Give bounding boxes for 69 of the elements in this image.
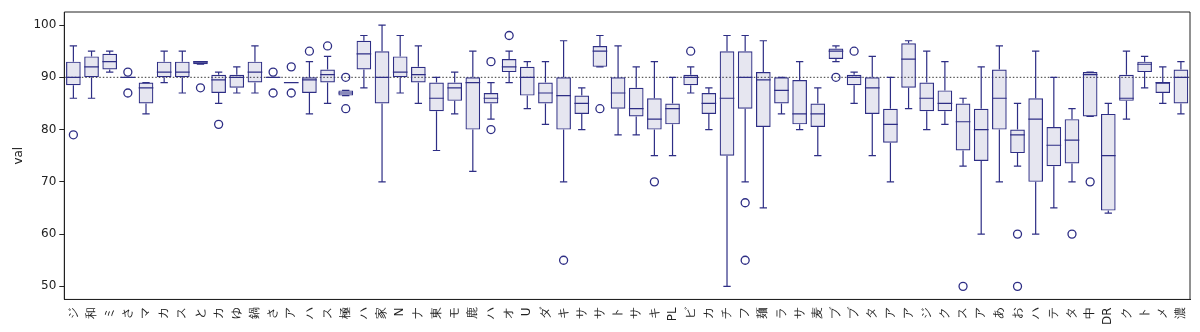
x-tick-label: ゆ <box>228 307 243 320</box>
x-tick-label: ア <box>882 307 897 320</box>
y-axis-title: val <box>11 146 26 165</box>
x-tick-label: ブ <box>828 306 843 320</box>
x-tick-label: ハ <box>483 307 498 321</box>
x-tick-label: 極 <box>337 307 352 320</box>
x-tick-label: DR <box>1100 307 1115 325</box>
y-tick-label: 50 <box>41 278 57 293</box>
x-tick-label: ブ <box>846 306 861 320</box>
x-tick-label: ス <box>319 307 334 320</box>
x-tick-label: サ <box>573 307 588 320</box>
x-tick-label: ハ <box>1027 307 1042 321</box>
x-tick-label: モ <box>446 307 461 320</box>
y-tick-label: 80 <box>41 121 57 136</box>
x-tick-label: チ <box>719 307 734 320</box>
x-tick-label: ダ <box>537 306 552 320</box>
x-tick-label: メ <box>1154 307 1169 320</box>
y-tick-label: 100 <box>33 17 57 32</box>
x-tick-label: タ <box>1064 307 1079 320</box>
x-tick-label: サ <box>628 307 643 320</box>
x-tick-label: 鍋 <box>247 307 262 320</box>
x-tick-label: オ <box>501 307 516 320</box>
x-tick-label: ト <box>610 307 625 320</box>
x-tick-label: フ <box>737 307 752 320</box>
x-tick-label: ク <box>937 307 952 320</box>
x-tick-label: ス <box>955 307 970 320</box>
x-tick-label: ハ <box>356 307 371 321</box>
x-tick-label: と <box>192 307 207 320</box>
x-tick-label: PL <box>664 307 679 322</box>
x-tick-label: ラ <box>773 307 788 320</box>
x-tick-label: ア <box>283 307 298 320</box>
y-tick-label: 60 <box>41 226 57 241</box>
x-tick-label: さ <box>119 307 134 320</box>
x-tick-label: キ <box>646 307 661 320</box>
x-tick-label: 鹿 <box>464 307 479 320</box>
x-tick-label: ア <box>900 307 915 320</box>
x-tick-label: ス <box>174 307 189 320</box>
x-tick-label: ク <box>1118 307 1133 320</box>
x-tick-label: 家 <box>374 307 389 320</box>
x-tick-label: テ <box>1045 307 1060 320</box>
x-tick-label: キ <box>555 307 570 320</box>
x-tick-label: あ <box>991 307 1006 320</box>
x-tick-label: N <box>392 307 407 317</box>
x-tick-label: さ <box>265 307 280 320</box>
x-tick-label: ビ <box>682 306 697 320</box>
x-tick-label: カ <box>700 307 715 320</box>
x-tick-label: カ <box>156 307 171 320</box>
x-tick-label: ジ <box>918 307 933 320</box>
x-tick-label: ミ <box>101 307 116 320</box>
y-tick-label: 70 <box>41 173 57 188</box>
y-tick-label: 90 <box>41 69 57 84</box>
x-tick-label: ト <box>1136 307 1151 320</box>
x-tick-label: 中 <box>1082 307 1097 320</box>
x-tick-label: お <box>1009 307 1024 320</box>
x-tick-label: カ <box>210 307 225 320</box>
x-tick-label: ア <box>973 307 988 320</box>
x-tick-label: マ <box>138 307 153 320</box>
x-tick-label: タ <box>864 307 879 320</box>
x-tick-label: サ <box>791 307 806 320</box>
x-tick-label: サ <box>592 307 607 320</box>
x-tick-label: 和 <box>83 307 98 320</box>
x-tick-label: 濃 <box>1173 307 1188 320</box>
x-tick-label: 麦 <box>809 307 824 320</box>
x-tick-label: ナ <box>410 307 425 320</box>
x-tick-label: 東 <box>428 307 443 320</box>
x-tick-label: 麺 <box>755 307 770 320</box>
x-tick-label: U <box>519 307 534 317</box>
x-tick-label: ハ <box>301 307 316 321</box>
x-tick-label: ジ <box>65 307 80 320</box>
